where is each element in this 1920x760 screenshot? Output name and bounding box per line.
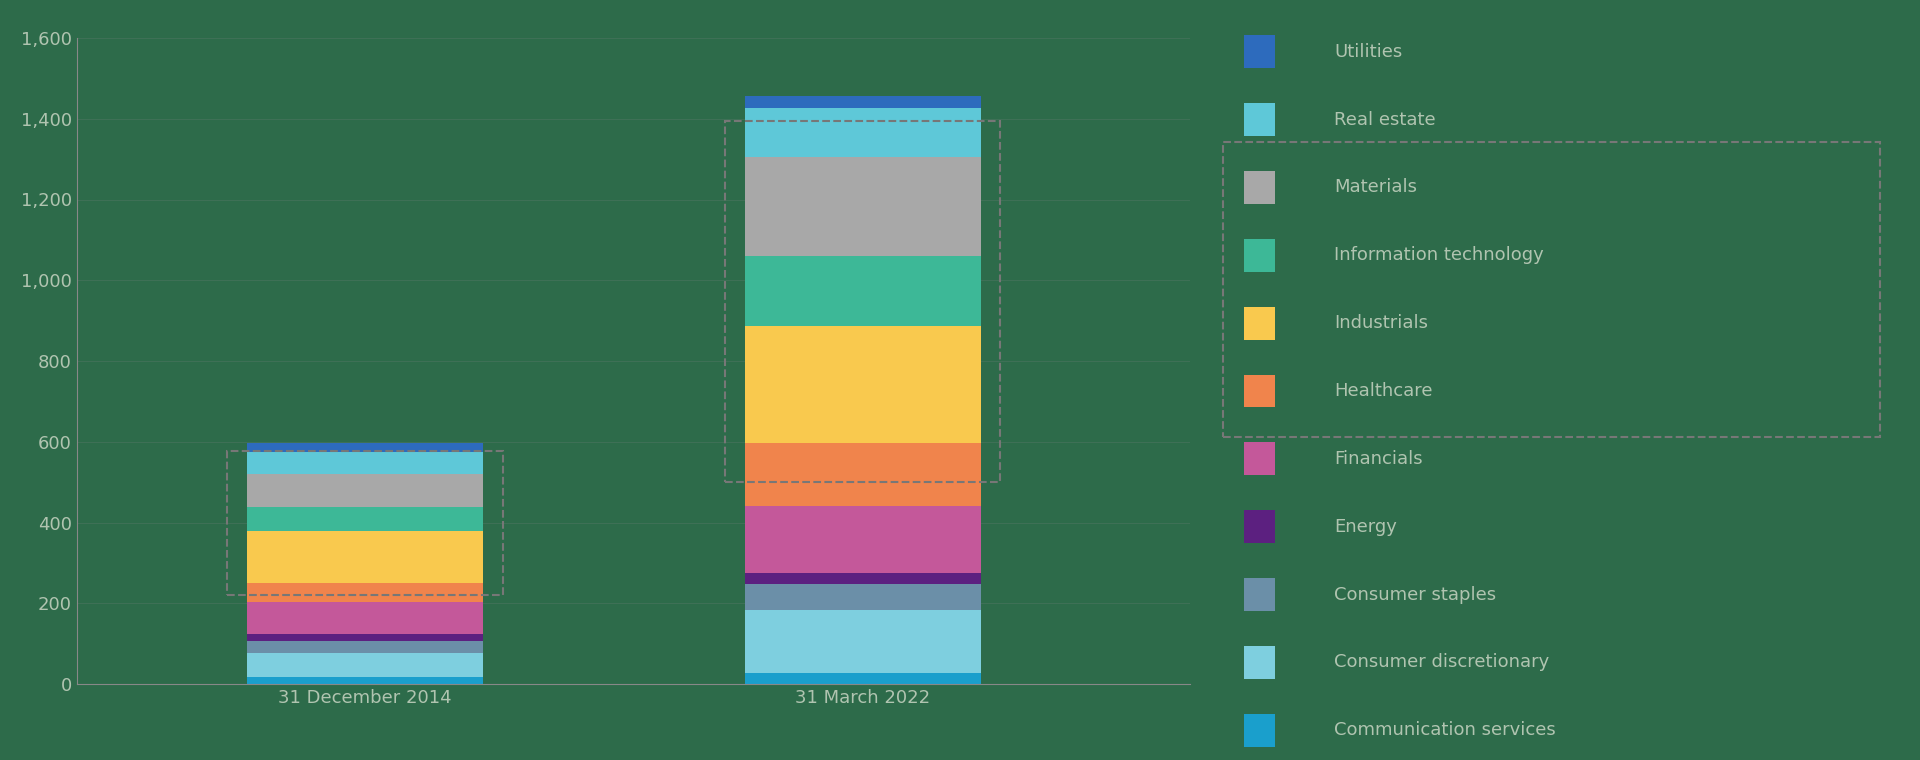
Bar [1244, 578, 1275, 611]
Bar [227, 451, 503, 595]
Text: Healthcare: Healthcare [1334, 382, 1432, 400]
Text: Communication services: Communication services [1334, 721, 1555, 739]
Bar [248, 602, 484, 634]
Bar [248, 507, 484, 531]
Bar [745, 673, 981, 684]
Bar [745, 97, 981, 108]
Bar [745, 108, 981, 157]
Bar [1244, 375, 1275, 407]
Bar [726, 121, 1000, 482]
Bar [1244, 307, 1275, 340]
Text: Information technology: Information technology [1334, 246, 1544, 264]
Bar [745, 584, 981, 610]
Bar [1244, 510, 1275, 543]
Bar [248, 634, 484, 641]
Bar [1244, 171, 1275, 204]
Bar [745, 443, 981, 506]
Bar [1244, 103, 1275, 136]
Text: Utilities: Utilities [1334, 43, 1402, 61]
Bar [1244, 239, 1275, 271]
Bar [248, 653, 484, 676]
Bar [1244, 442, 1275, 475]
Text: Energy: Energy [1334, 518, 1398, 536]
Text: Financials: Financials [1334, 450, 1423, 468]
Bar [248, 443, 484, 452]
Bar [745, 326, 981, 443]
Bar [745, 255, 981, 326]
Bar [745, 610, 981, 673]
Text: Consumer discretionary: Consumer discretionary [1334, 654, 1549, 671]
Text: Materials: Materials [1334, 179, 1417, 196]
Bar [1244, 714, 1275, 746]
Bar [248, 584, 484, 602]
Bar [1244, 646, 1275, 679]
Bar [248, 531, 484, 584]
Bar [248, 641, 484, 653]
Bar [248, 474, 484, 507]
Bar [745, 157, 981, 255]
Text: Industrials: Industrials [1334, 314, 1428, 332]
Bar [248, 452, 484, 474]
Bar [248, 676, 484, 684]
Bar [1244, 35, 1275, 68]
Bar [1223, 142, 1880, 436]
Text: Consumer staples: Consumer staples [1334, 585, 1496, 603]
Text: Real estate: Real estate [1334, 110, 1436, 128]
Bar [745, 572, 981, 584]
Bar [745, 506, 981, 572]
